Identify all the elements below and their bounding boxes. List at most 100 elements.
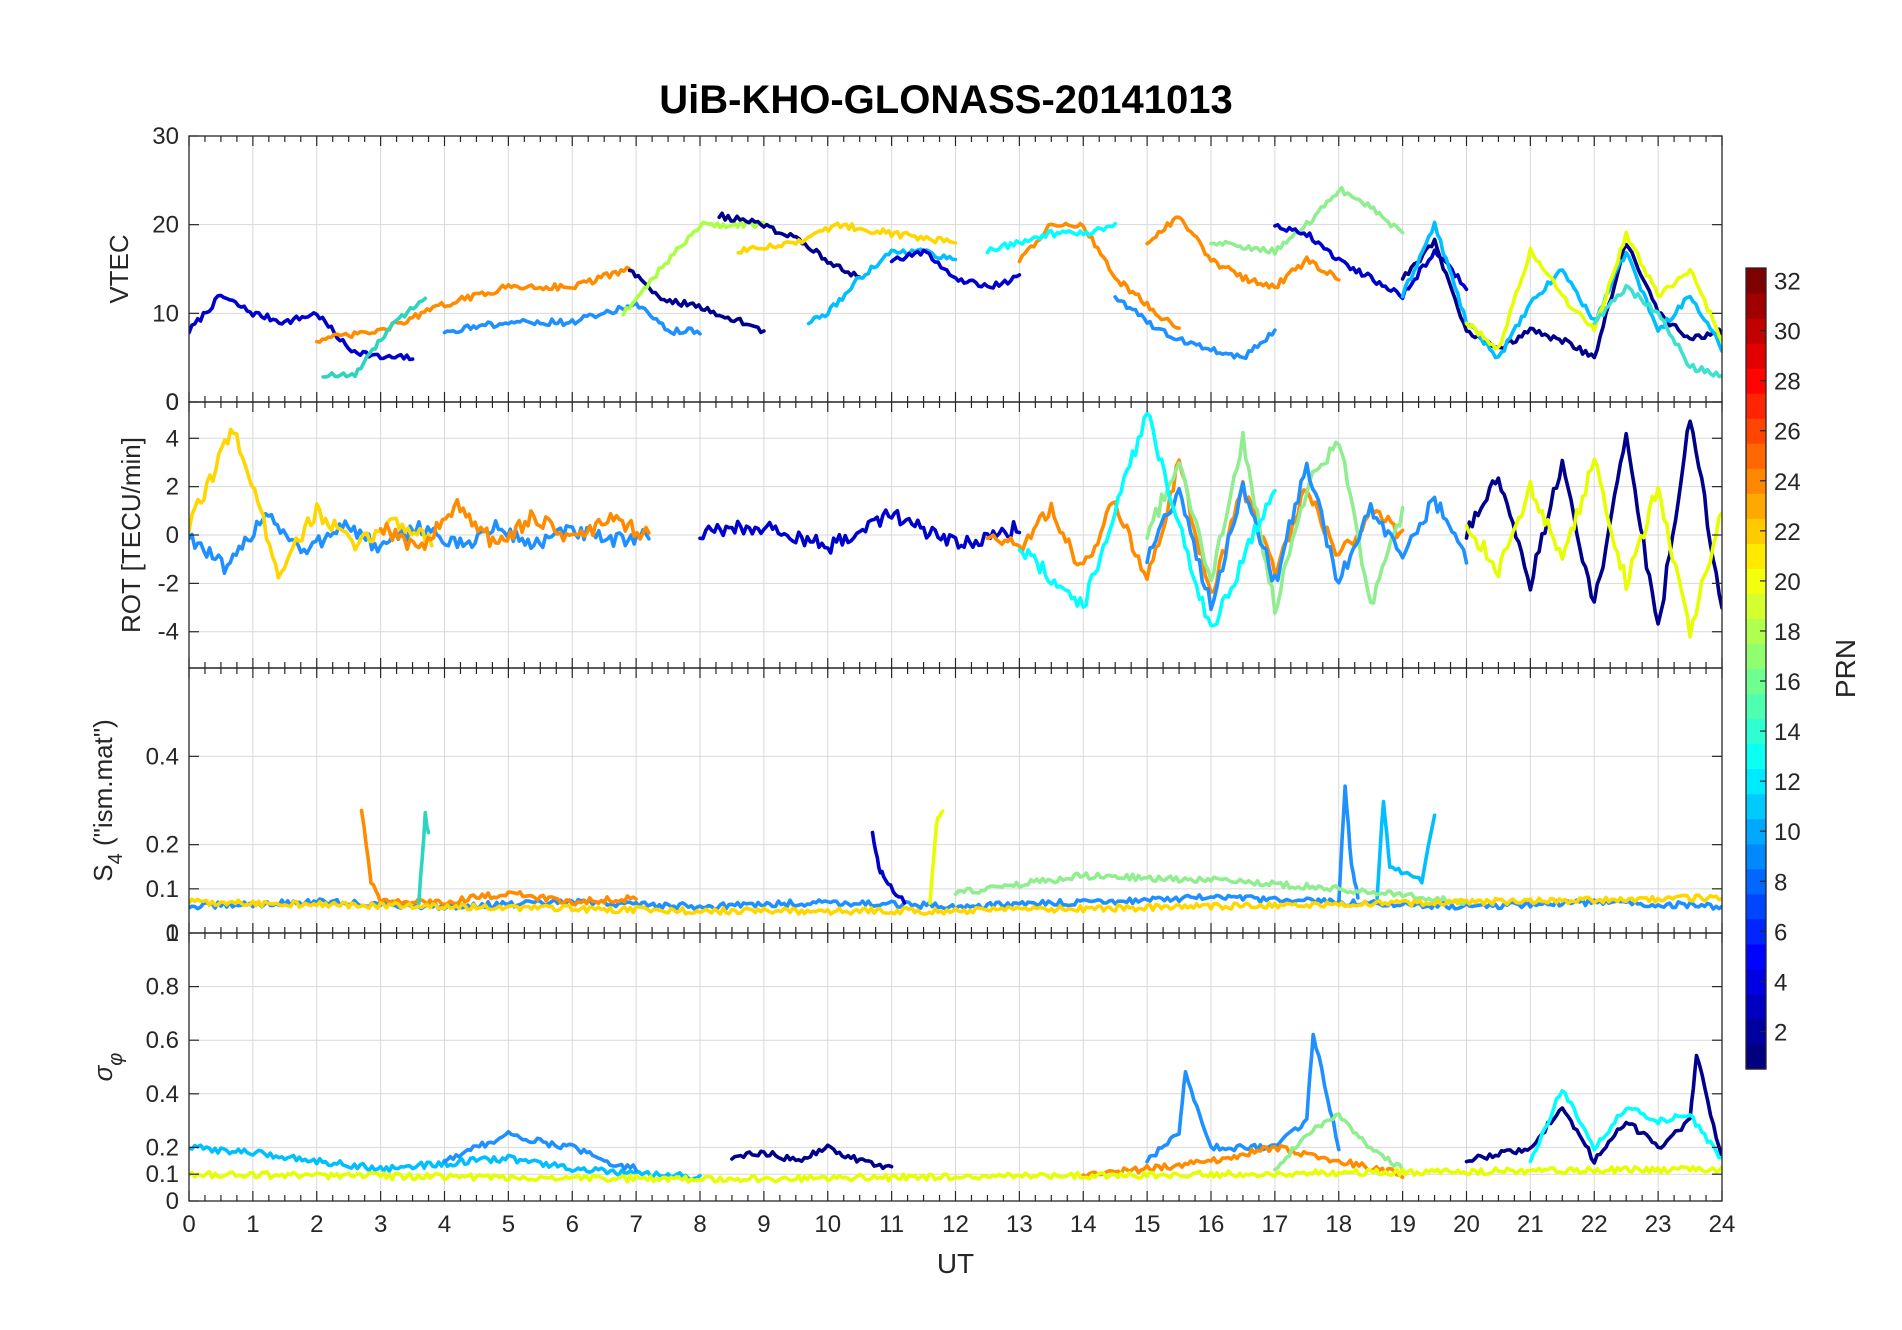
series-line (953, 871, 1469, 906)
colorbar-swatch (1746, 943, 1766, 970)
panel-s4: 0.1 0.2 0.4 0 S4 ("ism.mat") (88, 667, 1723, 947)
x-tick-label: 13 (1006, 1211, 1033, 1238)
series-line (1209, 185, 1405, 256)
colorbar-swatch (1746, 793, 1766, 820)
colorbar-swatch (1746, 868, 1766, 895)
series-line (1400, 237, 1722, 360)
series-line (1145, 461, 1469, 612)
y-axis-label: VTEC (104, 234, 134, 303)
colorbar-tick-label: 28 (1774, 369, 1801, 396)
colorbar-tick-label: 32 (1774, 269, 1801, 296)
series-line (1464, 230, 1722, 351)
y-tick-label: 0 (166, 1188, 179, 1215)
series-line (417, 810, 431, 905)
series-line (736, 221, 958, 255)
y-tick-label: 0.4 (146, 1081, 179, 1108)
colorbar-swatch (1746, 343, 1766, 369)
series-group (189, 1032, 1722, 1184)
y-tick-label: -2 (158, 570, 179, 597)
x-tick-label: 15 (1134, 1211, 1161, 1238)
series-line (1464, 419, 1722, 626)
colorbar-swatch (1746, 293, 1766, 319)
colorbar-swatch (1746, 643, 1766, 670)
shared-x-axis: 0 1 2 3 4 5 6 7 8 9 10 11 12 13 14 15 16 17 18 19 20 21 22 23 24… (182, 1211, 1735, 1279)
panel-vtec: 0 10 20 30 VTEC (104, 123, 1723, 416)
series-line (985, 458, 1405, 594)
colorbar-swatch (1746, 268, 1766, 294)
colorbar-swatch (1746, 743, 1766, 770)
x-tick-label: 3 (374, 1211, 387, 1238)
y-tick-label: 0 (166, 522, 179, 549)
series-line (806, 247, 958, 326)
x-tick-label: 17 (1262, 1211, 1289, 1238)
series-line (1400, 220, 1722, 360)
y-tick-label: 0.2 (146, 832, 179, 859)
x-tick-label: 19 (1389, 1211, 1416, 1238)
x-tick-label: 20 (1453, 1211, 1480, 1238)
series-line (928, 809, 945, 905)
x-tick-label: 8 (693, 1211, 706, 1238)
colorbar-swatch (1746, 493, 1766, 519)
x-tick-label: 1 (246, 1211, 259, 1238)
colorbar-tick-label: 4 (1774, 969, 1787, 996)
series-line (1592, 283, 1722, 379)
colorbar-swatch (1746, 1043, 1766, 1070)
series-line (621, 219, 766, 317)
series-line (985, 221, 1117, 255)
colorbar-swatch (1746, 568, 1766, 595)
y-tick-label: 0.8 (146, 974, 179, 1001)
colorbar-swatch (1746, 693, 1766, 720)
y-tick-label: 0 (166, 920, 179, 947)
series-line (1081, 1144, 1405, 1180)
colorbar-swatch (1746, 668, 1766, 695)
y-tick-label: -4 (158, 619, 179, 646)
y-tick-label: 2 (166, 474, 179, 501)
colorbar-swatch (1746, 843, 1766, 870)
colorbar-swatch (1746, 918, 1766, 945)
x-tick-label: 12 (942, 1211, 969, 1238)
colorbar-swatch (1746, 318, 1766, 344)
y-tick-label: 20 (152, 212, 179, 239)
series-group (189, 185, 1722, 379)
y-tick-label: 4 (166, 425, 179, 452)
y-axis-label: σφ (88, 1053, 127, 1082)
x-tick-label: 14 (1070, 1211, 1097, 1238)
colorbar-tick-label: 6 (1774, 919, 1787, 946)
series-line (1113, 295, 1277, 361)
x-tick-label: 21 (1517, 1211, 1544, 1238)
series-line (627, 268, 766, 335)
x-tick-label: 7 (629, 1211, 642, 1238)
series-line (189, 427, 434, 580)
x-tick-label: 11 (879, 1211, 904, 1238)
x-tick-label: 2 (310, 1211, 323, 1238)
y-tick-label: 10 (152, 300, 179, 327)
series-line (1464, 1053, 1722, 1165)
chart-title: UiB-KHO-GLONASS-20141013 (659, 78, 1233, 122)
colorbar-swatch (1746, 393, 1766, 419)
y-tick-label: 30 (152, 123, 179, 150)
colorbar-swatch (1746, 468, 1766, 494)
colorbar-tick-label: 10 (1774, 819, 1801, 846)
colorbar-swatch (1746, 368, 1766, 394)
x-tick-label: 16 (1198, 1211, 1225, 1238)
series-line (442, 1130, 638, 1172)
y-tick-label: 0.2 (146, 1134, 179, 1161)
series-line (359, 808, 638, 907)
series-line (378, 497, 651, 551)
x-tick-label: 24 (1709, 1211, 1736, 1238)
colorbar-tick-label: 12 (1774, 769, 1801, 796)
y-tick-label: 1 (166, 920, 179, 947)
series-line (1145, 1032, 1341, 1164)
panel-rot: -4 -2 0 2 4 0 ROT [TECU/min] (116, 389, 1723, 669)
colorbar-label: PRN (1830, 639, 1861, 698)
series-line (717, 211, 862, 279)
colorbar-tick-label: 30 (1774, 319, 1801, 346)
colorbar-tick-label: 20 (1774, 569, 1801, 596)
x-tick-label: 4 (438, 1211, 451, 1238)
colorbar-swatch (1746, 418, 1766, 444)
series-group (189, 784, 1722, 916)
colorbar-swatch (1746, 718, 1766, 745)
